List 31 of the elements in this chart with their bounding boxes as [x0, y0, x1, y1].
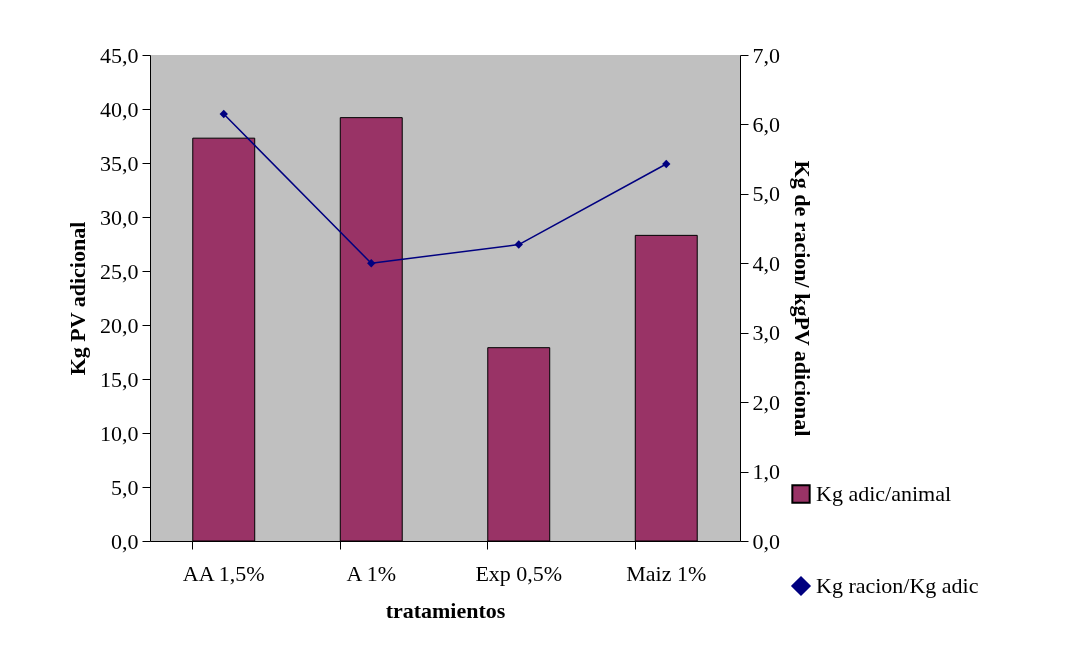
- x-tick-label: Exp 0,5%: [475, 560, 563, 586]
- y2-tick-label: 5,0: [752, 181, 780, 207]
- y2-tick-label: 2,0: [752, 389, 780, 415]
- y-tick-label: 30,0: [100, 204, 139, 230]
- legend-label: Kg adic/animal: [816, 481, 952, 506]
- y2-tick-label: 1,0: [752, 459, 780, 485]
- y-tick-label: 15,0: [100, 366, 139, 392]
- y-tick-label: 40,0: [100, 96, 139, 122]
- y2-tick-label: 6,0: [752, 111, 780, 137]
- y-tick-label: 35,0: [100, 150, 139, 176]
- point: [367, 259, 376, 268]
- legend-label: Kg racion/Kg adic: [816, 573, 979, 598]
- x-tick-label: AA 1,5%: [182, 560, 265, 586]
- x-tick-label: Maiz 1%: [626, 560, 707, 586]
- point: [514, 240, 523, 249]
- y-tick-label: 0,0: [111, 528, 139, 554]
- point: [662, 159, 671, 169]
- y2-tick-label: 7,0: [752, 42, 780, 68]
- x-tick-label: A 1%: [346, 560, 396, 586]
- y2-axis-title: Kg de racion/ kgPV adicional: [790, 160, 815, 437]
- y-tick-label: 45,0: [100, 42, 139, 68]
- y-tick-label: 20,0: [100, 312, 139, 338]
- y2-tick-label: 4,0: [752, 250, 780, 276]
- y2-tick-label: 3,0: [752, 320, 780, 346]
- y-tick-label: 25,0: [100, 258, 139, 284]
- x-axis-title: tratamientos: [385, 597, 506, 623]
- y-axis-title: Kg PV adicional: [65, 221, 90, 376]
- y-tick-label: 10,0: [100, 420, 139, 446]
- point: [219, 109, 228, 119]
- y-tick-label: 5,0: [111, 474, 139, 500]
- y2-tick-label: 0,0: [752, 528, 780, 554]
